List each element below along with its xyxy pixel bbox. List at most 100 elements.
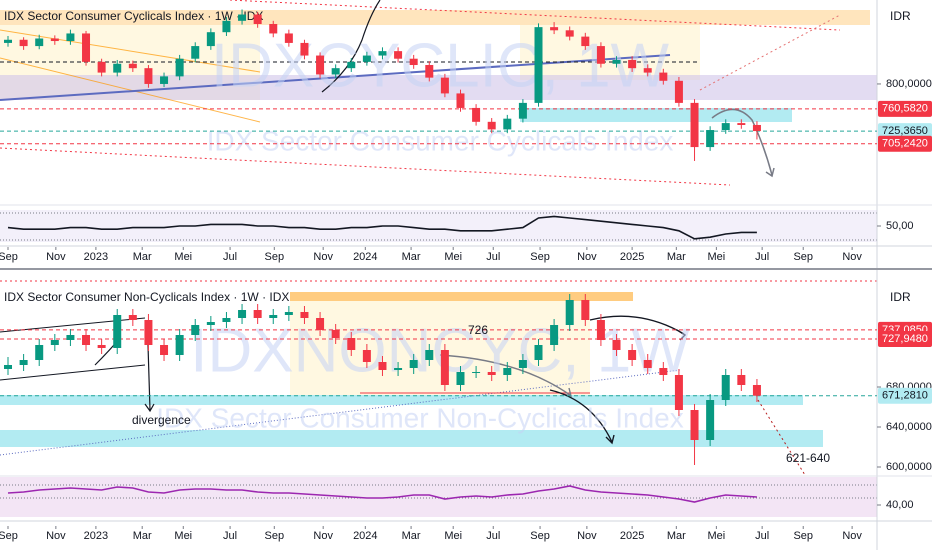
- candle-body: [440, 350, 449, 385]
- candle-body: [690, 410, 699, 440]
- candle-body: [534, 345, 543, 360]
- candle-body: [440, 77, 449, 94]
- candle-body: [316, 55, 325, 75]
- candle-body: [518, 102, 527, 119]
- candle-body: [82, 335, 91, 345]
- x-tick-label: 2023: [84, 530, 108, 542]
- candle-body: [238, 14, 247, 21]
- candle-body: [394, 51, 403, 59]
- x-tick-label: Sep: [265, 251, 285, 263]
- x-tick-label: Mei: [444, 251, 462, 263]
- candle-body: [284, 312, 293, 315]
- x-tick-label: Jul: [755, 530, 769, 542]
- candle-body: [66, 335, 75, 340]
- candle-body: [19, 360, 28, 365]
- x-tick-label: 2024: [353, 530, 377, 542]
- price-label-bg: [878, 123, 932, 140]
- price-label: 725,3650: [882, 125, 928, 137]
- candle-body: [82, 33, 91, 62]
- candle-body: [643, 68, 652, 73]
- y-tick-label: 640,0000: [886, 421, 932, 433]
- x-tick-label: Jul: [223, 251, 237, 263]
- candle-body: [472, 372, 481, 373]
- candle-body: [50, 340, 59, 345]
- candle-body: [128, 63, 137, 69]
- trend-line: [0, 147, 731, 186]
- candle-body: [752, 385, 761, 396]
- candle-body: [113, 315, 122, 348]
- candle-body: [4, 39, 13, 43]
- zone: [0, 10, 870, 25]
- candle-body: [425, 65, 434, 78]
- indicator-tick-label: 50,00: [886, 220, 914, 232]
- candle-body: [674, 375, 683, 410]
- candle-body: [394, 368, 403, 370]
- indicator-line: [7, 485, 757, 503]
- annotation: divergence: [132, 413, 191, 427]
- candle-body: [222, 318, 231, 322]
- x-tick-label: Sep: [0, 251, 18, 263]
- chart-title: IDX Sector Consumer Non-Cyclicals Index …: [4, 290, 289, 304]
- candle-body: [550, 325, 559, 345]
- candle-body: [144, 68, 153, 84]
- candle-body: [737, 375, 746, 385]
- candle-body: [253, 14, 262, 24]
- x-tick-label: Jul: [486, 530, 500, 542]
- candle-body: [487, 121, 496, 130]
- annotation: 621-640: [786, 451, 830, 465]
- candle-body: [643, 360, 652, 368]
- candle-body: [50, 38, 59, 42]
- candle-body: [316, 318, 325, 330]
- x-tick-label: Sep: [793, 530, 813, 542]
- candle-body: [534, 27, 543, 103]
- x-tick-label: Mei: [174, 251, 192, 263]
- candle-body: [503, 118, 512, 130]
- trend-line: [0, 369, 681, 456]
- candle-body: [362, 350, 371, 362]
- candle-body: [425, 350, 434, 360]
- price-label-bg: [878, 135, 932, 152]
- x-tick-label: Mar: [133, 251, 152, 263]
- candle-body: [300, 42, 309, 56]
- candle-body: [160, 76, 169, 84]
- candle-body: [674, 80, 683, 103]
- candle-body: [284, 33, 293, 43]
- zone: [290, 292, 633, 301]
- x-tick-label: Mei: [444, 530, 462, 542]
- x-tick-label: Mar: [402, 251, 421, 263]
- candle-body: [347, 338, 356, 350]
- indicator-line: [7, 215, 757, 240]
- candle-body: [97, 61, 106, 73]
- candle-body: [659, 72, 668, 81]
- candle-body: [66, 33, 75, 42]
- zone: [0, 430, 823, 447]
- price-label: 705,2420: [882, 138, 928, 150]
- x-tick-label: Sep: [530, 530, 550, 542]
- currency-label: IDR: [890, 9, 911, 23]
- candle-body: [269, 315, 278, 318]
- x-tick-label: Nov: [577, 530, 597, 542]
- candle-body: [752, 124, 761, 132]
- candle-body: [128, 315, 137, 320]
- candle-body: [612, 59, 621, 64]
- price-label: 760,5820: [882, 103, 928, 115]
- candle-body: [35, 38, 44, 47]
- trend-line: [0, 54, 671, 101]
- x-tick-label: Jul: [223, 530, 237, 542]
- projection-line: [699, 14, 841, 91]
- candle-body: [721, 375, 730, 400]
- candle-body: [378, 51, 387, 56]
- candle-body: [347, 61, 356, 69]
- candle-body: [565, 30, 574, 37]
- x-tick-label: Sep: [530, 251, 550, 263]
- candle-body: [362, 55, 371, 62]
- channel-line: [0, 57, 261, 123]
- x-tick-label: Mei: [708, 530, 726, 542]
- channel-line: [0, 364, 146, 381]
- candle-body: [737, 123, 746, 125]
- curve: [321, 0, 381, 93]
- candle-body: [409, 58, 418, 66]
- candle-body: [222, 20, 231, 33]
- candle-body: [487, 372, 496, 375]
